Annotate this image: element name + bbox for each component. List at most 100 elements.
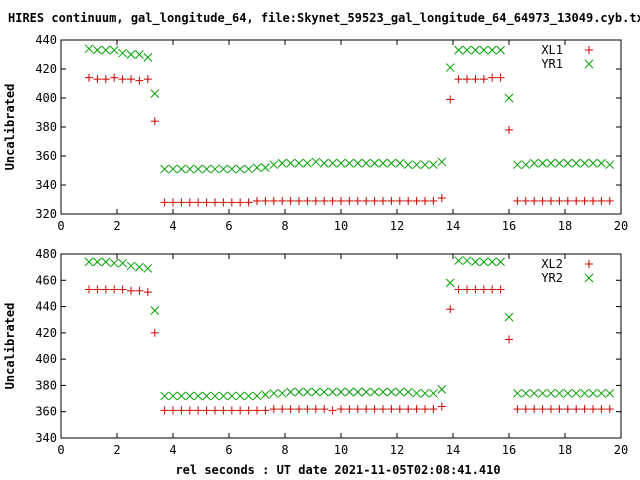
data-point: [118, 258, 127, 268]
x-tick-label: 20: [614, 443, 628, 457]
x-tick-label: 6: [225, 443, 232, 457]
x-tick-label: 6: [225, 219, 232, 233]
data-point: [244, 391, 253, 401]
data-point: [135, 286, 144, 295]
y-tick-label: 440: [35, 300, 57, 314]
data-point: [345, 158, 354, 168]
data-point: [286, 196, 295, 205]
x-tick-label: 4: [169, 443, 176, 457]
data-point: [580, 405, 589, 414]
data-point: [361, 387, 371, 397]
y-tick-label: 420: [35, 326, 57, 340]
data-point: [547, 196, 555, 205]
data-point: [202, 198, 211, 207]
data-point: [370, 158, 379, 168]
data-point: [328, 406, 337, 415]
data-point: [127, 286, 135, 295]
x-tick-label: 16: [502, 219, 516, 233]
data-point: [513, 405, 522, 414]
data-point: [150, 89, 160, 99]
data-point: [219, 198, 228, 207]
data-point: [160, 198, 169, 207]
data-point: [328, 387, 337, 397]
data-point: [219, 164, 228, 174]
data-point: [219, 406, 228, 415]
data-point: [429, 196, 438, 205]
data-point: [319, 387, 329, 397]
y-axis-label: Uncalibrated: [3, 303, 17, 390]
data-point: [404, 405, 413, 414]
data-point: [109, 258, 119, 268]
data-point: [109, 45, 119, 55]
data-point: [496, 45, 505, 55]
y-tick-label: 320: [35, 207, 57, 221]
series-XL2: [85, 285, 614, 415]
data-point: [143, 264, 153, 273]
data-point: [143, 288, 152, 297]
data-point: [101, 285, 110, 294]
y-tick-label: 360: [35, 405, 57, 419]
data-point: [395, 196, 404, 205]
data-point: [127, 75, 135, 84]
data-point: [269, 405, 278, 414]
data-point: [135, 262, 144, 272]
data-point: [193, 164, 203, 174]
data-point: [143, 53, 153, 62]
x-tick-label: 18: [558, 443, 572, 457]
data-point: [412, 196, 421, 205]
x-tick-label: 2: [113, 219, 120, 233]
data-point: [150, 117, 159, 126]
data-point: [286, 158, 295, 168]
data-point: [101, 75, 110, 84]
data-point: [194, 406, 203, 415]
y-tick-label: 400: [35, 352, 57, 366]
data-point: [118, 75, 127, 84]
data-point: [370, 387, 379, 397]
data-point: [471, 75, 480, 84]
data-point: [227, 406, 236, 415]
data-point: [211, 198, 219, 207]
data-point: [496, 257, 505, 267]
data-point: [101, 257, 111, 267]
data-point: [235, 391, 245, 401]
y-tick-label: 400: [35, 91, 57, 105]
data-point: [589, 196, 597, 205]
x-tick-label: 0: [57, 443, 64, 457]
data-point: [185, 391, 195, 401]
data-point: [227, 164, 237, 174]
data-point: [505, 125, 513, 134]
data-point: [454, 45, 463, 55]
data-point: [303, 158, 312, 168]
data-point: [420, 160, 430, 170]
data-point: [370, 196, 379, 205]
data-point: [387, 387, 396, 397]
data-point: [362, 196, 371, 205]
data-point: [345, 405, 354, 414]
data-point: [253, 196, 261, 205]
data-point: [488, 73, 497, 82]
data-point: [269, 196, 278, 205]
data-point: [521, 160, 531, 170]
legend-marker: [584, 273, 594, 283]
y-tick-label: 420: [35, 62, 57, 76]
data-point: [479, 75, 488, 84]
data-point: [446, 95, 455, 104]
data-point: [496, 285, 505, 294]
data-point: [277, 158, 287, 168]
data-point: [93, 75, 102, 84]
data-point: [150, 328, 159, 337]
x-tick-label: 2: [113, 443, 120, 457]
data-point: [160, 391, 169, 401]
y-tick-label: 460: [35, 273, 57, 287]
data-point: [253, 406, 261, 415]
data-point: [169, 198, 177, 207]
data-point: [252, 391, 262, 401]
legend-label: YR1: [541, 57, 563, 71]
data-point: [387, 196, 396, 205]
legend-marker: [585, 260, 593, 268]
data-point: [421, 405, 429, 414]
data-point: [521, 196, 530, 205]
data-point: [387, 405, 396, 414]
data-point: [294, 387, 304, 397]
